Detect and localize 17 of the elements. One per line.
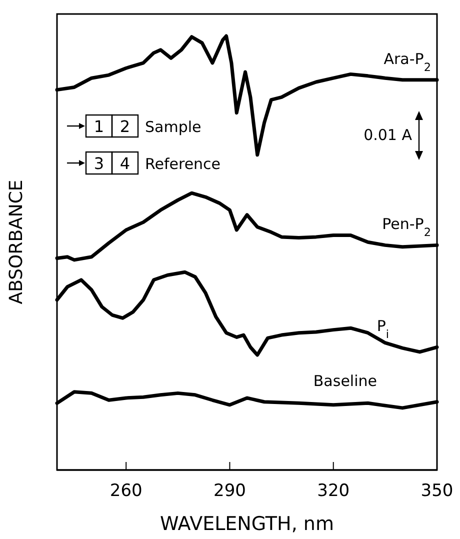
x-tick-label: 350 xyxy=(420,481,454,502)
y-axis-title: ABSORBANCE xyxy=(6,180,27,304)
annotation: 1 xyxy=(94,117,104,136)
annotation: 4 xyxy=(120,154,130,173)
series-label: Pen-P$_{2}$ xyxy=(382,215,431,239)
series-label: Baseline xyxy=(313,372,377,390)
series-label: Ara-P$_{2}$ xyxy=(384,50,431,74)
annotation: Reference xyxy=(145,155,221,173)
series-label: P$_{i}$ xyxy=(376,317,389,341)
x-tick-label: 320 xyxy=(317,481,350,502)
annotation: 3 xyxy=(94,154,104,173)
x-tick-label: 290 xyxy=(214,481,246,502)
annotation: 0.01 A xyxy=(364,126,413,144)
x-axis-title: WAVELENGTH, nm xyxy=(160,513,334,535)
annotation: Sample xyxy=(145,118,202,136)
x-tick-label: 260 xyxy=(110,481,142,502)
annotation: 2 xyxy=(120,117,130,136)
